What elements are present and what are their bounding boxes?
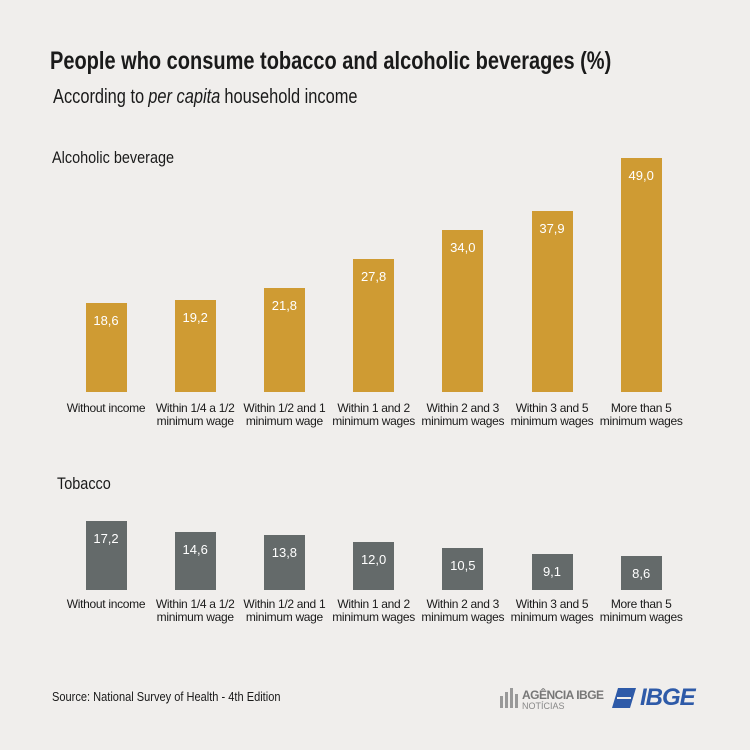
value-label: 13,8 <box>271 544 298 560</box>
bar <box>531 553 573 590</box>
agency-logo-sub: NOTÍCIAS <box>522 701 565 711</box>
bar <box>620 555 662 590</box>
bar <box>85 521 127 590</box>
value-label: 49,0 <box>628 168 654 184</box>
category-label: Within 3 and 5 minimum wages <box>510 597 594 624</box>
bar <box>531 211 573 392</box>
value-label: 9,1 <box>542 563 562 579</box>
value-label: 12,0 <box>360 552 387 567</box>
category-label: Within 1 and 2 minimum wages <box>332 401 415 428</box>
category-label: Within 1/4 a 1/2 minimum wage <box>155 401 235 428</box>
bar <box>263 534 305 590</box>
category-label: Within 1/2 and 1 minimum wage <box>243 597 326 624</box>
value-label: 19,2 <box>182 310 208 326</box>
value-label: 27,8 <box>360 269 387 285</box>
category-label: Within 1/2 and 1 minimum wage <box>243 401 326 428</box>
value-label: 14,6 <box>182 541 208 557</box>
bar <box>442 548 484 590</box>
section-title: Tobacco <box>57 474 111 493</box>
value-label: 10,5 <box>450 558 476 573</box>
subtitle: According to per capita household income <box>53 86 362 109</box>
bar <box>353 259 395 392</box>
value-label: 18,6 <box>93 313 119 329</box>
ibge-logo: IBGE <box>640 684 696 711</box>
category-label: Within 2 and 3 minimum wages <box>421 401 505 428</box>
bar <box>174 531 216 590</box>
category-label: Within 2 and 3 minimum wages <box>421 597 505 624</box>
bar <box>620 158 662 392</box>
bar <box>174 300 216 392</box>
category-label: More than 5 minimum wages <box>599 597 683 624</box>
agency-icon <box>500 688 518 708</box>
ibge-icon <box>612 688 636 708</box>
value-label: 8,6 <box>632 565 651 581</box>
title: People who consume tobacco and alcoholic… <box>50 47 612 75</box>
source: Source: National Survey of Health - 4th … <box>52 689 281 704</box>
bar <box>442 229 484 392</box>
value-label: 37,9 <box>539 221 565 237</box>
category-label: Without income <box>66 597 146 611</box>
category-label: Within 1 and 2 minimum wages <box>332 597 415 624</box>
subtitle-part: household income <box>224 86 358 108</box>
category-label: Within 3 and 5 minimum wages <box>510 401 594 428</box>
category-label: Without income <box>66 401 146 415</box>
bar <box>263 288 305 392</box>
category-label: More than 5 minimum wages <box>599 401 683 428</box>
bar <box>353 542 395 590</box>
subtitle-part: per capita <box>148 86 221 108</box>
section-title: Alcoholic beverage <box>52 148 175 167</box>
bar <box>85 303 127 392</box>
value-label: 17,2 <box>93 531 119 547</box>
value-label: 34,0 <box>450 239 476 255</box>
subtitle-part: According to <box>53 86 145 108</box>
agency-logo: AGÊNCIA IBGE <box>522 688 604 702</box>
category-label: Within 1/4 a 1/2 minimum wage <box>155 597 235 624</box>
value-label: 21,8 <box>271 298 298 313</box>
